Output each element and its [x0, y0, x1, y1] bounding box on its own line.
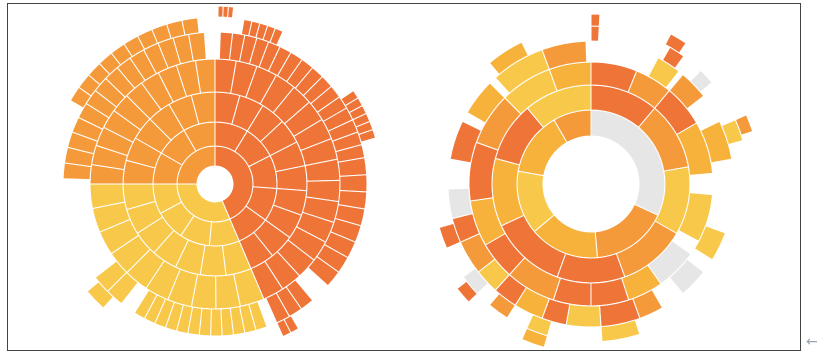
figure-frame [7, 3, 801, 351]
right-sunburst-ring-4-segment-17 [466, 82, 506, 124]
left-sunburst-ring-6-segment-3-2 [276, 318, 292, 338]
right-sunburst-ring-6-segment-1 [590, 13, 601, 27]
right-sunburst-ring-4-segment-8 [565, 303, 602, 328]
right-sunburst-ring-5-segment-10 [488, 41, 529, 76]
sunburst-canvas [62, 5, 754, 349]
right-sunburst-ring-5-segment-7 [488, 292, 516, 319]
left-sunburst-ring-6-segment-2-6 [358, 128, 377, 143]
left-sunburst-ring-5-segment-5-5 [210, 308, 223, 337]
right-sunburst-ring-6-segment-3 [734, 114, 754, 136]
left-sunburst-ring-5-segment-5-12 [133, 289, 158, 320]
left-sunburst-ring-5-segment-3-2 [339, 174, 368, 193]
left-sunburst-ring-7-segment-1-3 [227, 5, 235, 19]
left-sunburst-ring-6-segment-5-10 [181, 17, 200, 36]
right-sunburst-ring-4-segment-5 [668, 258, 705, 295]
left-sunburst [62, 5, 377, 338]
right-sunburst-ring-5-segment-3 [689, 69, 713, 93]
right-sunburst [438, 13, 754, 349]
left-sunburst-ring-5-segment-3-8 [307, 255, 340, 287]
arrow-left-icon[interactable]: ← [806, 334, 818, 350]
right-sunburst-ring-5-segment-5 [600, 319, 641, 343]
right-sunburst-ring-6-segment-5 [456, 280, 479, 303]
left-sunburst-ring-6-segment-1-5 [269, 27, 284, 46]
right-sunburst-ring-4-segment-19 [541, 40, 588, 71]
left-sunburst-ring-6-segment-4 [86, 280, 114, 309]
right-sunburst-ring-6-segment-4 [521, 327, 549, 349]
right-sunburst-ring-5-segment-9 [438, 222, 462, 249]
right-sunburst-ring-2-segment-5 [556, 252, 626, 284]
right-sunburst-ring-5-segment-1 [590, 25, 600, 42]
right-sunburst-ring-4-segment-15 [447, 187, 474, 220]
right-sunburst-ring-6-segment-2 [664, 33, 687, 54]
right-sunburst-ring-4-segment-16 [449, 120, 483, 164]
right-sunburst-ring-4-segment-4 [693, 225, 727, 261]
